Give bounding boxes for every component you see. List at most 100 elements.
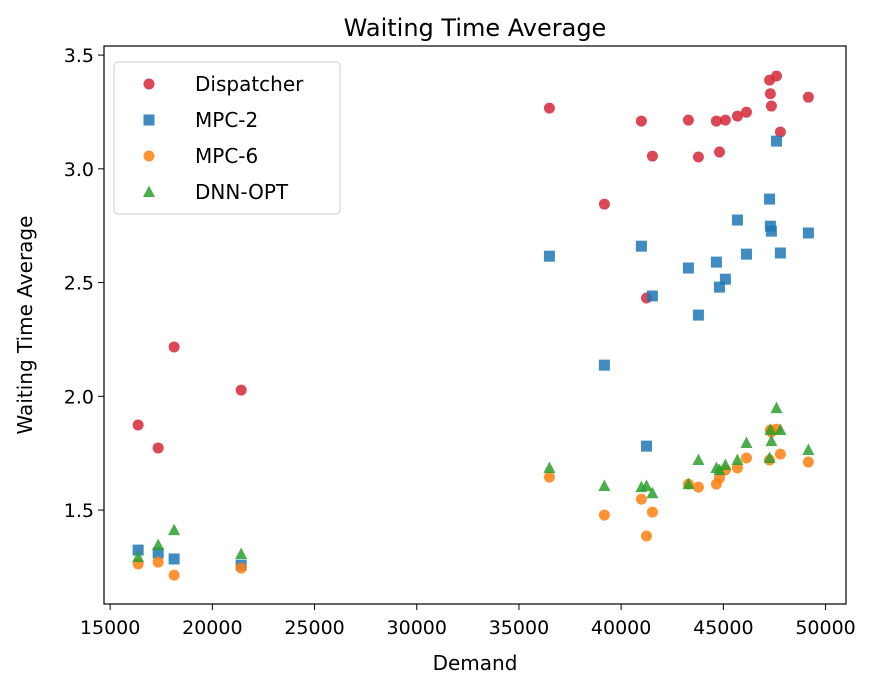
data-point (598, 198, 610, 210)
data-point (774, 448, 786, 460)
data-point (692, 453, 705, 466)
data-point (235, 562, 247, 574)
data-point (740, 436, 753, 448)
legend-label: MPC-6 (195, 144, 258, 168)
data-point (646, 486, 659, 499)
legend-marker-dispatcher (143, 78, 155, 90)
data-point (682, 262, 694, 274)
data-point (764, 88, 776, 100)
data-point (132, 544, 144, 556)
data-point (764, 423, 777, 435)
data-point (152, 442, 164, 454)
data-point (640, 479, 653, 491)
x-tick-label: 40000 (591, 617, 651, 639)
data-point (168, 341, 180, 353)
x-axis-label: Demand (433, 651, 518, 675)
y-tick-label: 3.5 (64, 45, 94, 67)
data-point (802, 227, 814, 239)
data-point (132, 550, 145, 563)
data-point (774, 247, 786, 259)
data-point (802, 91, 814, 103)
data-point (168, 569, 180, 581)
data-point (646, 290, 658, 302)
data-point (770, 401, 783, 414)
data-point (731, 462, 743, 474)
y-tick-label: 3.0 (64, 159, 94, 181)
x-tick-label: 20000 (182, 617, 242, 639)
x-tick-label: 50000 (795, 617, 855, 639)
x-tick-label: 30000 (387, 617, 447, 639)
data-point (802, 456, 814, 468)
legend-label: Dispatcher (195, 72, 304, 96)
data-point (168, 523, 181, 536)
legend-label: DNN-OPT (195, 180, 289, 204)
data-point (598, 359, 610, 371)
x-tick-label: 45000 (693, 617, 753, 639)
data-point (235, 547, 248, 559)
data-point (713, 472, 725, 484)
legend: Dispatcher MPC-2 MPC-6 DNN-OPT (113, 61, 341, 215)
series-dnn-opt (132, 401, 815, 563)
data-point (168, 553, 180, 565)
chart-title: Waiting Time Average (344, 14, 607, 42)
data-point (646, 506, 658, 518)
data-point (713, 463, 726, 476)
data-point (152, 547, 164, 559)
data-point (543, 102, 555, 114)
data-point (719, 114, 731, 126)
data-point (646, 150, 658, 162)
data-point (640, 530, 652, 542)
data-point (740, 452, 752, 464)
data-point (731, 214, 743, 226)
x-tick-label: 25000 (284, 617, 344, 639)
data-point (640, 440, 652, 452)
data-point (765, 225, 777, 237)
legend-marker-mpc-6 (143, 150, 155, 162)
data-point (543, 471, 555, 483)
data-point (740, 106, 752, 118)
data-point (152, 538, 165, 551)
y-tick-label: 2.5 (64, 273, 94, 295)
data-point (635, 115, 647, 127)
data-point (710, 256, 722, 268)
data-point (764, 193, 776, 205)
x-tick-label: 15000 (80, 617, 140, 639)
y-axis-label: Waiting Time Average (13, 216, 37, 435)
data-point (692, 309, 704, 321)
data-point (774, 423, 787, 435)
series-dispatcher (132, 70, 814, 454)
legend-marker-dnn-opt (143, 185, 155, 197)
data-point (765, 100, 777, 112)
x-tick-label: 35000 (489, 617, 549, 639)
legend-box (113, 61, 341, 215)
data-point (713, 146, 725, 158)
legend-marker-mpc-2 (143, 114, 155, 126)
plot-frame (103, 45, 847, 605)
data-point (710, 115, 722, 127)
data-point (713, 281, 725, 293)
data-point (765, 434, 778, 447)
series-mpc-2 (132, 135, 814, 571)
data-point (635, 493, 647, 505)
y-tick-label: 2.0 (64, 386, 94, 408)
data-point (731, 453, 744, 466)
data-point (132, 419, 144, 431)
data-point (598, 479, 611, 491)
data-point (802, 443, 815, 455)
y-tick-label: 1.5 (64, 500, 94, 522)
data-point (635, 240, 647, 252)
data-point (235, 384, 247, 396)
data-point (692, 481, 704, 493)
data-point (774, 126, 786, 138)
data-point (543, 250, 555, 262)
data-point (719, 458, 732, 471)
data-point (771, 70, 783, 82)
data-point (543, 461, 556, 473)
data-point (682, 114, 694, 126)
legend-label: MPC-2 (195, 108, 258, 132)
series-mpc-6 (132, 423, 814, 581)
data-point (719, 273, 731, 285)
data-point (771, 135, 783, 147)
data-point (692, 151, 704, 163)
data-point (682, 477, 695, 490)
